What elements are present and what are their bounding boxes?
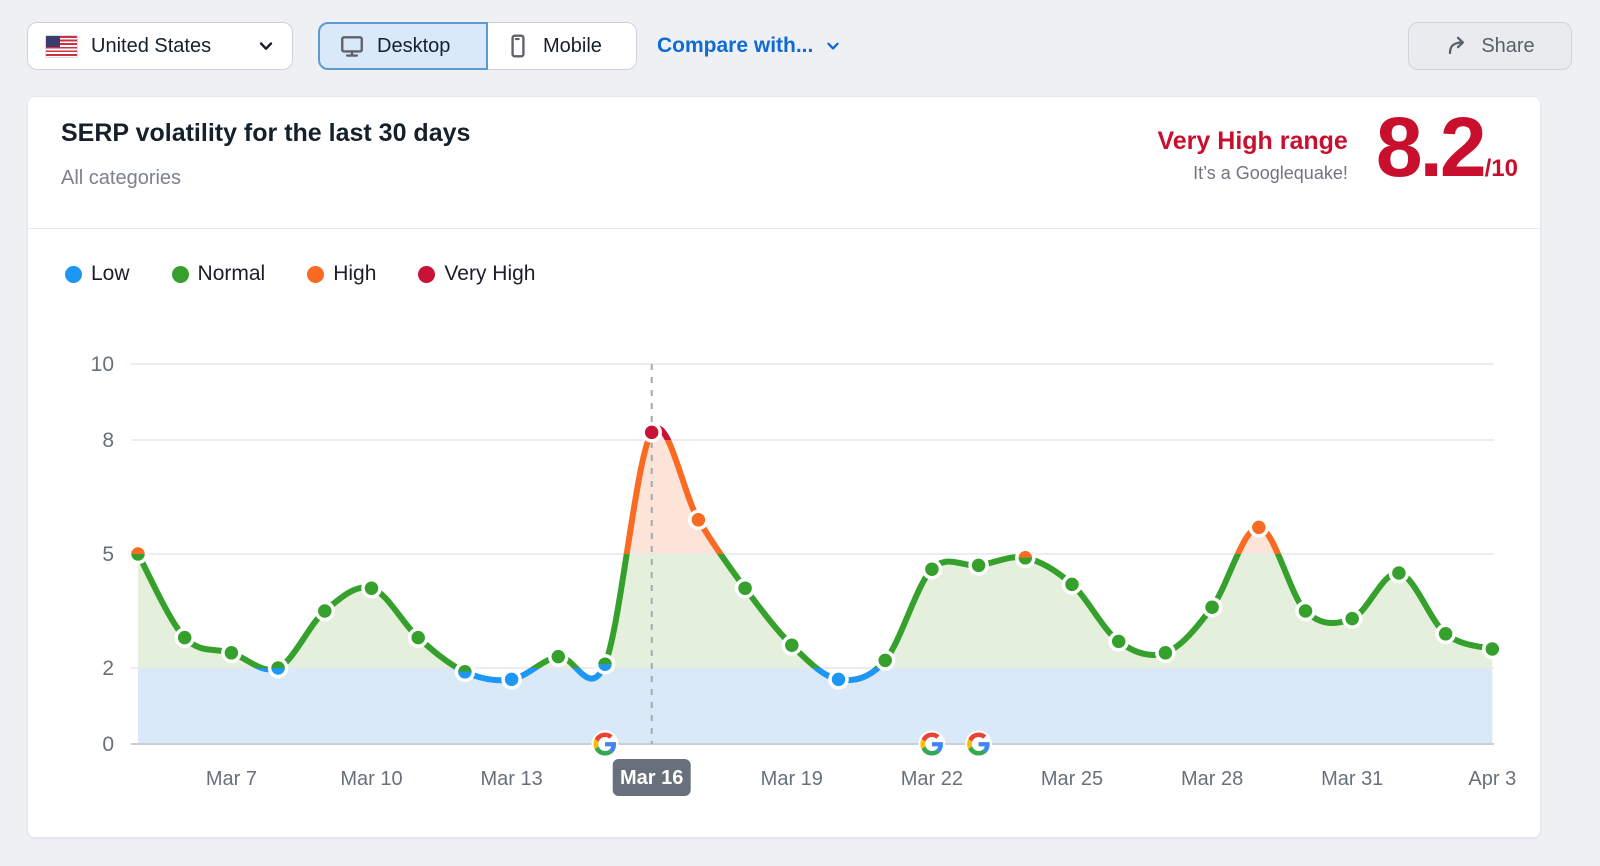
svg-text:Mar 16: Mar 16 [620,767,683,789]
range-note: It’s a Googlequake! [1193,163,1348,183]
high-dot-icon [307,265,325,283]
legend-item-normal: Normal [171,262,266,286]
svg-text:10: 10 [91,353,114,376]
legend-label: Low [91,262,130,285]
normal-dot-icon [171,265,189,283]
mobile-tab[interactable]: Mobile [488,22,637,70]
us-flag-icon [45,34,78,58]
svg-text:Apr 3: Apr 3 [1468,768,1516,790]
google-update-icon [967,732,990,756]
serp-volatility-card: SERP volatility for the last 30 days All… [27,96,1541,838]
desktop-icon [341,36,363,57]
compare-with-link[interactable]: Compare with... [657,22,842,70]
svg-text:5: 5 [102,543,114,566]
chart-legend: Low Normal High Very High [65,262,535,286]
google-update-icon [920,732,943,756]
svg-text:Mar 31: Mar 31 [1321,768,1383,790]
svg-text:Mar 28: Mar 28 [1181,768,1243,790]
share-icon [1449,36,1465,55]
desktop-tab-label: Desktop [377,34,451,57]
low-dot-icon [65,265,82,283]
share-label: Share [1481,34,1535,57]
legend-item-low: Low [65,262,130,286]
mobile-icon [511,34,525,58]
chevron-down-icon [259,42,273,50]
volatility-summary: Very High range It’s a Googlequake! 8.2 … [1157,100,1518,194]
header-divider [28,228,1540,229]
card-subtitle: All categories [61,167,182,189]
svg-text:Mar 25: Mar 25 [1041,768,1103,790]
google-update-icon [593,732,617,756]
country-selector[interactable]: United States [27,22,293,70]
legend-label: High [333,262,377,285]
compare-with-label: Compare with... [657,34,814,57]
svg-text:8: 8 [102,429,114,452]
card-title: SERP volatility for the last 30 days [61,119,471,147]
svg-text:Mar 19: Mar 19 [761,768,823,790]
svg-text:2: 2 [102,657,114,680]
volatility-score-max: /10 [1484,155,1518,183]
svg-text:0: 0 [102,733,114,756]
volatility-score: 8.2 [1375,100,1487,194]
chevron-down-icon [827,42,840,50]
range-label: Very High range [1157,127,1348,155]
share-button[interactable]: Share [1408,22,1572,70]
desktop-tab[interactable]: Desktop [318,22,488,70]
volatility-chart[interactable]: 0 2 5 8 10 Mar 7 Mar 10 Mar 13 Mar 16 Mar 19 Mar 2… [28,97,1542,839]
legend-label: Normal [197,262,266,285]
legend-item-very-high: Very High [418,262,535,286]
mobile-tab-label: Mobile [543,34,602,57]
svg-text:Mar 22: Mar 22 [901,768,963,790]
very-high-dot-icon [418,265,436,283]
country-label: United States [91,34,212,57]
legend-label: Very High [444,262,536,285]
legend-item-high: High [307,262,376,286]
svg-text:Mar 13: Mar 13 [480,768,542,790]
device-toggle: Desktop Mobile [318,22,637,70]
svg-text:Mar 7: Mar 7 [206,768,257,790]
svg-text:Mar 10: Mar 10 [340,768,402,790]
